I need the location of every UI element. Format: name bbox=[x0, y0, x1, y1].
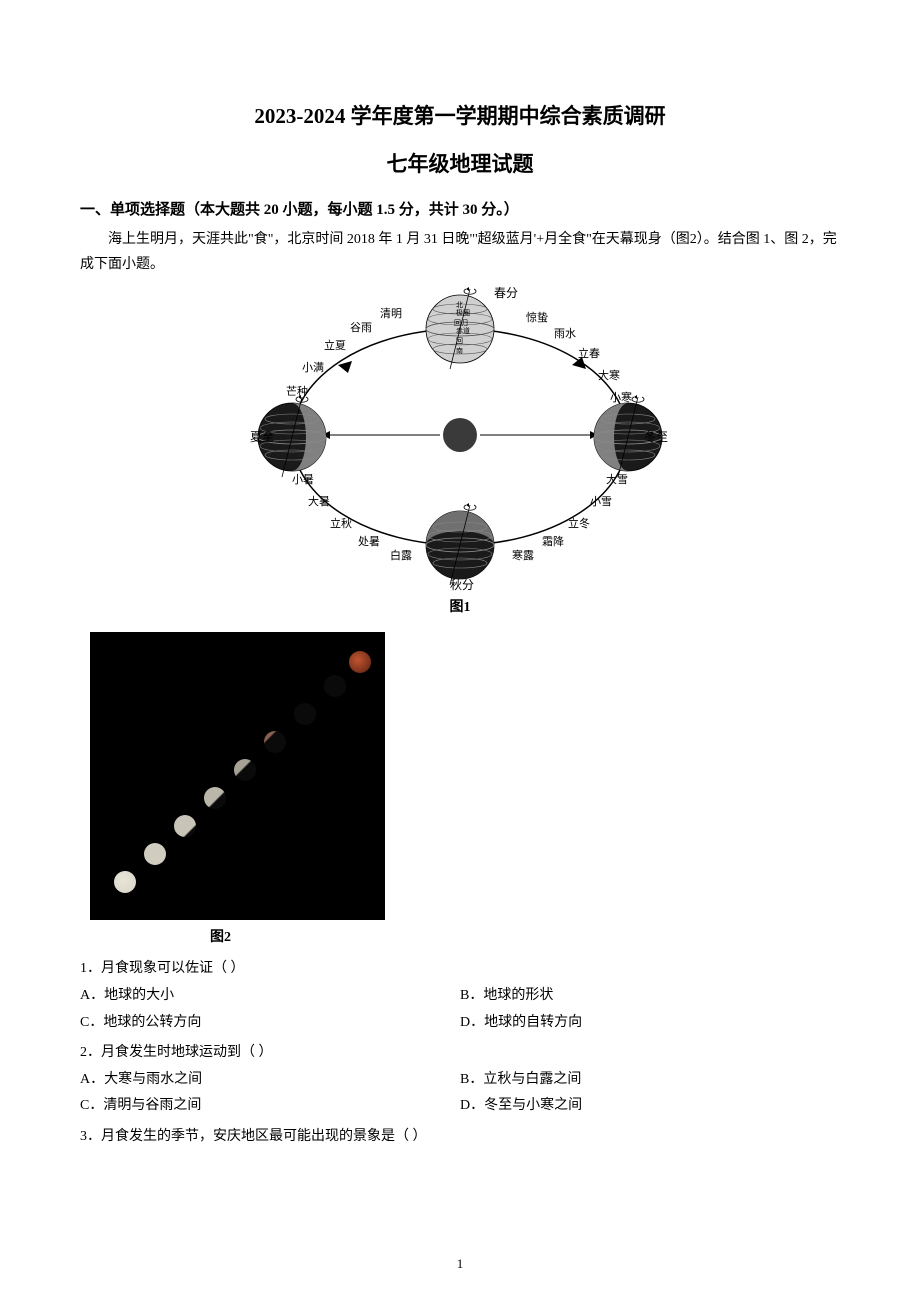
figure-2-label: 图2 bbox=[210, 926, 840, 946]
figure-2-container: 图2 bbox=[80, 632, 840, 946]
svg-text:赤道: 赤道 bbox=[456, 326, 470, 335]
title-sub: 七年级地理试题 bbox=[80, 148, 840, 178]
figure-1-svg: 北 极圈 回归 赤道 回 南 bbox=[250, 287, 670, 592]
svg-text:立春: 立春 bbox=[578, 346, 600, 360]
q1-opt-c: C． bbox=[80, 1015, 103, 1030]
q2-stem: 月食发生时地球运动到（ ） bbox=[101, 1045, 273, 1060]
svg-text:立夏: 立夏 bbox=[324, 338, 346, 352]
svg-text:雨水: 雨水 bbox=[554, 327, 576, 340]
section-heading: 一、单项选择题（本大题共 20 小题，每小题 1.5 分，共计 30 分。） bbox=[80, 198, 840, 219]
moon-phase-4 bbox=[234, 759, 256, 781]
svg-text:小寒: 小寒 bbox=[610, 390, 632, 404]
svg-text:南: 南 bbox=[456, 346, 463, 355]
moon-phase-1 bbox=[144, 843, 166, 865]
question-2: 2．月食发生时地球运动到（ ） A．大寒与雨水之间 B．立秋与白露之间 C．清明… bbox=[80, 1040, 840, 1120]
figure-1: 北 极圈 回归 赤道 回 南 bbox=[250, 287, 670, 592]
svg-text:芒种: 芒种 bbox=[286, 384, 308, 398]
svg-text:大寒: 大寒 bbox=[598, 368, 620, 382]
q3-stem: 月食发生的季节，安庆地区最可能出现的景象是（ ） bbox=[101, 1129, 427, 1144]
term-dongzhi: 冬至 bbox=[644, 429, 668, 444]
question-1: 1．月食现象可以佐证（ ） A．地球的大小 B．地球的形状 C．地球的公转方向 … bbox=[80, 956, 840, 1036]
moon-phase-2 bbox=[174, 815, 196, 837]
q2-opt-a: A． bbox=[80, 1072, 104, 1087]
moon-phase-5 bbox=[264, 731, 286, 753]
question-3: 3．月食发生的季节，安庆地区最可能出现的景象是（ ） bbox=[80, 1124, 840, 1151]
page-number: 1 bbox=[457, 1256, 464, 1272]
moon-phase-3 bbox=[204, 787, 226, 809]
moon-phase-6 bbox=[294, 703, 316, 725]
term-qiufen: 秋分 bbox=[450, 578, 474, 592]
moon-phase-8 bbox=[349, 651, 371, 673]
q1-opt-d: D． bbox=[460, 1015, 484, 1030]
moon-phase-0 bbox=[114, 871, 136, 893]
q2-opt-c: C． bbox=[80, 1098, 103, 1113]
svg-text:谷雨: 谷雨 bbox=[350, 321, 372, 334]
figure-1-label: 图1 bbox=[80, 596, 840, 616]
q2-opt-d: D． bbox=[460, 1098, 484, 1113]
term-xiazhi: 夏至 bbox=[250, 430, 274, 444]
title-main: 2023-2024 学年度第一学期期中综合素质调研 bbox=[80, 100, 840, 130]
svg-text:小雪: 小雪 bbox=[590, 495, 612, 508]
term-chunfen: 春分 bbox=[494, 287, 518, 300]
figure-2 bbox=[90, 632, 385, 920]
q1-num: 1． bbox=[80, 961, 101, 976]
svg-text:霜降: 霜降 bbox=[542, 534, 564, 548]
svg-text:小满: 小满 bbox=[302, 361, 324, 374]
q2-opt-b: B． bbox=[460, 1072, 483, 1087]
figure-1-container: 北 极圈 回归 赤道 回 南 bbox=[80, 287, 840, 616]
svg-text:立秋: 立秋 bbox=[330, 516, 352, 530]
svg-text:北: 北 bbox=[456, 301, 463, 309]
svg-text:处暑: 处暑 bbox=[358, 535, 380, 548]
svg-text:立冬: 立冬 bbox=[568, 516, 590, 530]
svg-text:大暑: 大暑 bbox=[308, 494, 330, 508]
svg-text:清明: 清明 bbox=[380, 307, 402, 320]
moon-phase-7 bbox=[324, 675, 346, 697]
q1-opt-a: A． bbox=[80, 988, 104, 1003]
q1-stem: 月食现象可以佐证（ ） bbox=[101, 961, 245, 976]
svg-text:白露: 白露 bbox=[390, 548, 412, 562]
passage-text: 海上生明月，天涯共此"食"，北京时间 2018 年 1 月 31 日晚"'超级蓝… bbox=[80, 227, 840, 277]
svg-text:大雪: 大雪 bbox=[606, 472, 628, 486]
svg-text:寒露: 寒露 bbox=[512, 548, 534, 562]
q2-num: 2． bbox=[80, 1045, 101, 1060]
svg-text:惊蛰: 惊蛰 bbox=[526, 310, 548, 324]
q1-opt-b: B． bbox=[460, 988, 483, 1003]
svg-text:小暑: 小暑 bbox=[292, 473, 314, 486]
q3-num: 3． bbox=[80, 1129, 101, 1144]
